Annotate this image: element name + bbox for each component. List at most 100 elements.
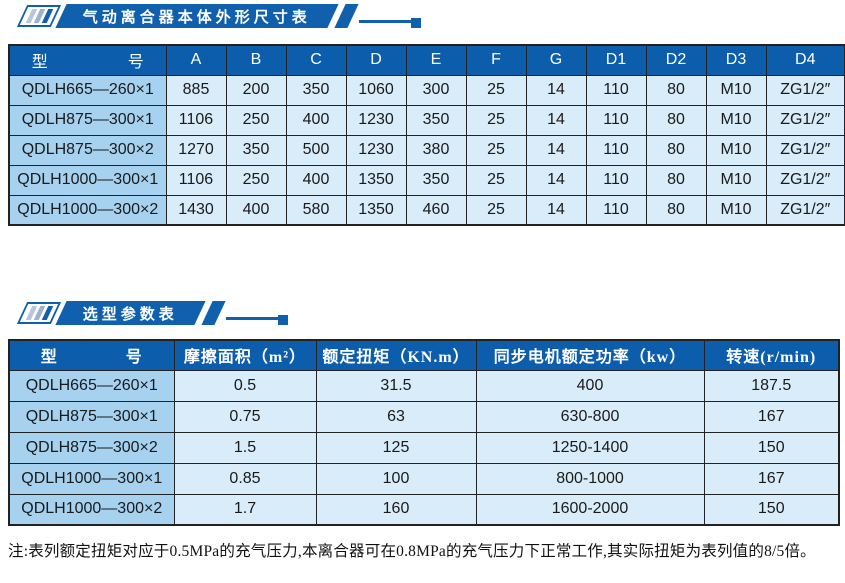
- dimensions-table-header: 型 号 A B C D E F G D1 D2 D3 D4: [8, 44, 845, 76]
- value-cell: 350: [405, 164, 467, 196]
- value-cell: 0.75: [173, 400, 317, 433]
- value-cell: 110: [585, 74, 647, 106]
- column-header: B: [225, 44, 287, 76]
- model-cell: QDLH875—300×2: [8, 431, 175, 464]
- column-header: 摩擦面积（m²）: [173, 339, 317, 371]
- value-cell: 1270: [165, 134, 227, 166]
- value-cell: 80: [645, 164, 707, 196]
- column-header: 额定扭矩（KN.m）: [315, 339, 477, 371]
- value-cell: 300: [405, 74, 467, 106]
- value-cell: 1430: [165, 194, 227, 226]
- value-cell: 80: [645, 104, 707, 136]
- value-cell: 63: [315, 400, 477, 433]
- column-header: 同步电机额定功率（kw）: [475, 339, 705, 371]
- value-cell: 187.5: [703, 369, 840, 402]
- value-cell: 1350: [345, 194, 407, 226]
- value-cell: ZG1/2″: [765, 104, 845, 136]
- column-header: D2: [645, 44, 707, 76]
- banner-stripes-icon: [16, 302, 62, 324]
- value-cell: 14: [525, 74, 587, 106]
- value-cell: 460: [405, 194, 467, 226]
- column-header: 转速(r/min): [703, 339, 840, 371]
- value-cell: 167: [703, 400, 840, 433]
- value-cell: 25: [465, 104, 527, 136]
- value-cell: 100: [315, 462, 477, 495]
- section1-title-ribbon: 气动离合器本体外形尺寸表: [55, 4, 339, 28]
- model-cell: QDLH665—260×1: [8, 74, 167, 106]
- value-cell: 800-1000: [475, 462, 705, 495]
- banner-connector-line: [359, 20, 412, 23]
- value-cell: 14: [525, 164, 587, 196]
- column-header: 型 号: [8, 339, 175, 371]
- table-row: QDLH1000—300×1 1106 250 400 1350 350 25 14 110 80…: [8, 164, 845, 196]
- value-cell: 350: [285, 74, 347, 106]
- model-cell: QDLH665—260×1: [8, 369, 175, 402]
- column-header: E: [405, 44, 467, 76]
- value-cell: 250: [225, 164, 287, 196]
- value-cell: 0.5: [173, 369, 317, 402]
- value-cell: 150: [703, 431, 840, 464]
- value-cell: 350: [225, 134, 287, 166]
- table-row: QDLH875—300×1 1106 250 400 1230 350 25 14 110 80 M…: [8, 104, 845, 136]
- value-cell: ZG1/2″: [765, 194, 845, 226]
- banner-endpoint-square: [278, 315, 289, 325]
- value-cell: 1060: [345, 74, 407, 106]
- table-row: QDLH875—300×2 1.5 125 1250-1400 150: [8, 431, 840, 464]
- value-cell: M10: [705, 104, 767, 136]
- value-cell: 14: [525, 104, 587, 136]
- value-cell: 110: [585, 194, 647, 226]
- table-row: QDLH665—260×1 0.5 31.5 400 187.5: [8, 369, 840, 402]
- value-cell: 885: [165, 74, 227, 106]
- value-cell: ZG1/2″: [765, 134, 845, 166]
- table-row: QDLH875—300×2 1270 350 500 1230 380 25 14 110 80 M…: [8, 134, 845, 166]
- value-cell: 1600-2000: [475, 493, 705, 526]
- value-cell: 31.5: [315, 369, 477, 402]
- value-cell: 25: [465, 164, 527, 196]
- value-cell: 400: [285, 164, 347, 196]
- column-header: D4: [765, 44, 845, 76]
- column-header: 型 号: [8, 44, 167, 76]
- model-cell: QDLH875—300×2: [8, 134, 167, 166]
- value-cell: M10: [705, 194, 767, 226]
- value-cell: 350: [405, 104, 467, 136]
- column-header: G: [525, 44, 587, 76]
- table-row: QDLH665—260×1 885 200 350 1060 300 25 14 110 80 M1…: [8, 74, 845, 106]
- value-cell: 25: [465, 74, 527, 106]
- table-row: QDLH875—300×1 0.75 63 630-800 167: [8, 400, 840, 433]
- value-cell: 400: [475, 369, 705, 402]
- column-header: F: [465, 44, 527, 76]
- footnote-text: 注:表列额定扭矩对应于0.5MPa的充气压力,本离合器可在0.8MPa的充气压力…: [8, 543, 816, 560]
- value-cell: 380: [405, 134, 467, 166]
- value-cell: 250: [225, 104, 287, 136]
- value-cell: 1.7: [173, 493, 317, 526]
- column-header: D3: [705, 44, 767, 76]
- value-cell: 580: [285, 194, 347, 226]
- section2-title: 选型参数表: [83, 305, 179, 323]
- value-cell: 500: [285, 134, 347, 166]
- banner-slash-icon: [334, 4, 359, 28]
- value-cell: 110: [585, 164, 647, 196]
- value-cell: 1230: [345, 104, 407, 136]
- column-header: A: [165, 44, 227, 76]
- table-row: QDLH1000—300×2 1430 400 580 1350 460 25 14 110 80…: [8, 194, 845, 226]
- value-cell: M10: [705, 74, 767, 106]
- value-cell: 160: [315, 493, 477, 526]
- selection-parameters-table: 型 号摩擦面积（m²） 额定扭矩（KN.m） 同步电机额定功率（kw） 转速(r/mi…: [8, 339, 840, 526]
- value-cell: 1.5: [173, 431, 317, 464]
- banner-stripes-icon: [16, 5, 62, 27]
- column-header: D: [345, 44, 407, 76]
- value-cell: M10: [705, 164, 767, 196]
- model-cell: QDLH875—300×1: [8, 400, 175, 433]
- value-cell: 150: [703, 493, 840, 526]
- value-cell: 167: [703, 462, 840, 495]
- table-row: QDLH1000—300×2 1.7 160 1600-2000 150: [8, 493, 840, 526]
- section2-banner: 选型参数表: [16, 301, 845, 325]
- value-cell: 630-800: [475, 400, 705, 433]
- value-cell: 110: [585, 134, 647, 166]
- value-cell: 80: [645, 194, 707, 226]
- value-cell: ZG1/2″: [765, 164, 845, 196]
- banner-endpoint-square: [411, 18, 422, 28]
- value-cell: 125: [315, 431, 477, 464]
- model-cell: QDLH1000—300×1: [8, 164, 167, 196]
- value-cell: 1250-1400: [475, 431, 705, 464]
